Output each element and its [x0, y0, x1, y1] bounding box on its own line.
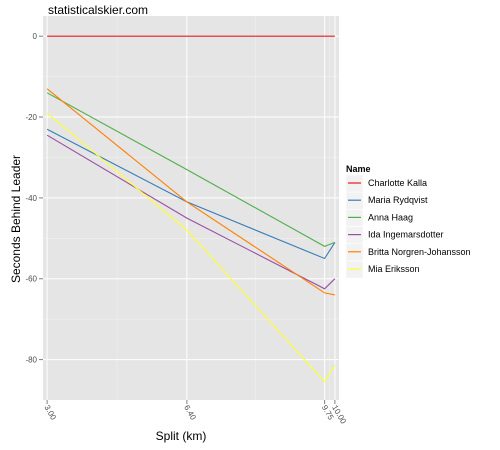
legend-label: Britta Norgren-Johansson: [368, 247, 471, 257]
y-tick-label: -60: [25, 275, 37, 284]
legend: Name Charlotte Kalla Maria Rydqvist Anna H…: [345, 164, 471, 279]
series-line-britta-norgren-johansson: [46, 88, 336, 296]
series-line-mia-eriksson: [46, 112, 336, 383]
series-line-anna-haag: [46, 92, 336, 248]
x-tick-label: 6.40: [182, 404, 198, 422]
series-line-ida-ingemarsdotter: [46, 134, 336, 290]
plot-background: [43, 16, 339, 400]
y-axis-ticks: 0 -20 -40 -60 -80: [25, 32, 43, 365]
legend-label: Ida Ingemarsdotter: [368, 230, 444, 240]
legend-label: Anna Haag: [368, 212, 413, 222]
legend-title: Name: [346, 164, 371, 174]
legend-label: Maria Rydqvist: [368, 195, 428, 205]
watermark: statisticalskier.com: [48, 3, 148, 17]
y-tick-label: -20: [25, 113, 37, 122]
y-axis-title: Seconds Behind Leader: [9, 155, 23, 283]
y-tick-label: -80: [25, 356, 37, 365]
x-tick-label: 3.00: [42, 404, 58, 422]
y-tick-label: -40: [25, 194, 37, 203]
legend-label: Charlotte Kalla: [368, 178, 427, 188]
series-lines: [46, 35, 336, 383]
x-axis-title: Split (km): [156, 429, 207, 443]
legend-label: Mia Eriksson: [368, 264, 420, 274]
series-line-maria-rydqvist: [46, 128, 336, 260]
y-tick-label: 0: [33, 32, 38, 41]
